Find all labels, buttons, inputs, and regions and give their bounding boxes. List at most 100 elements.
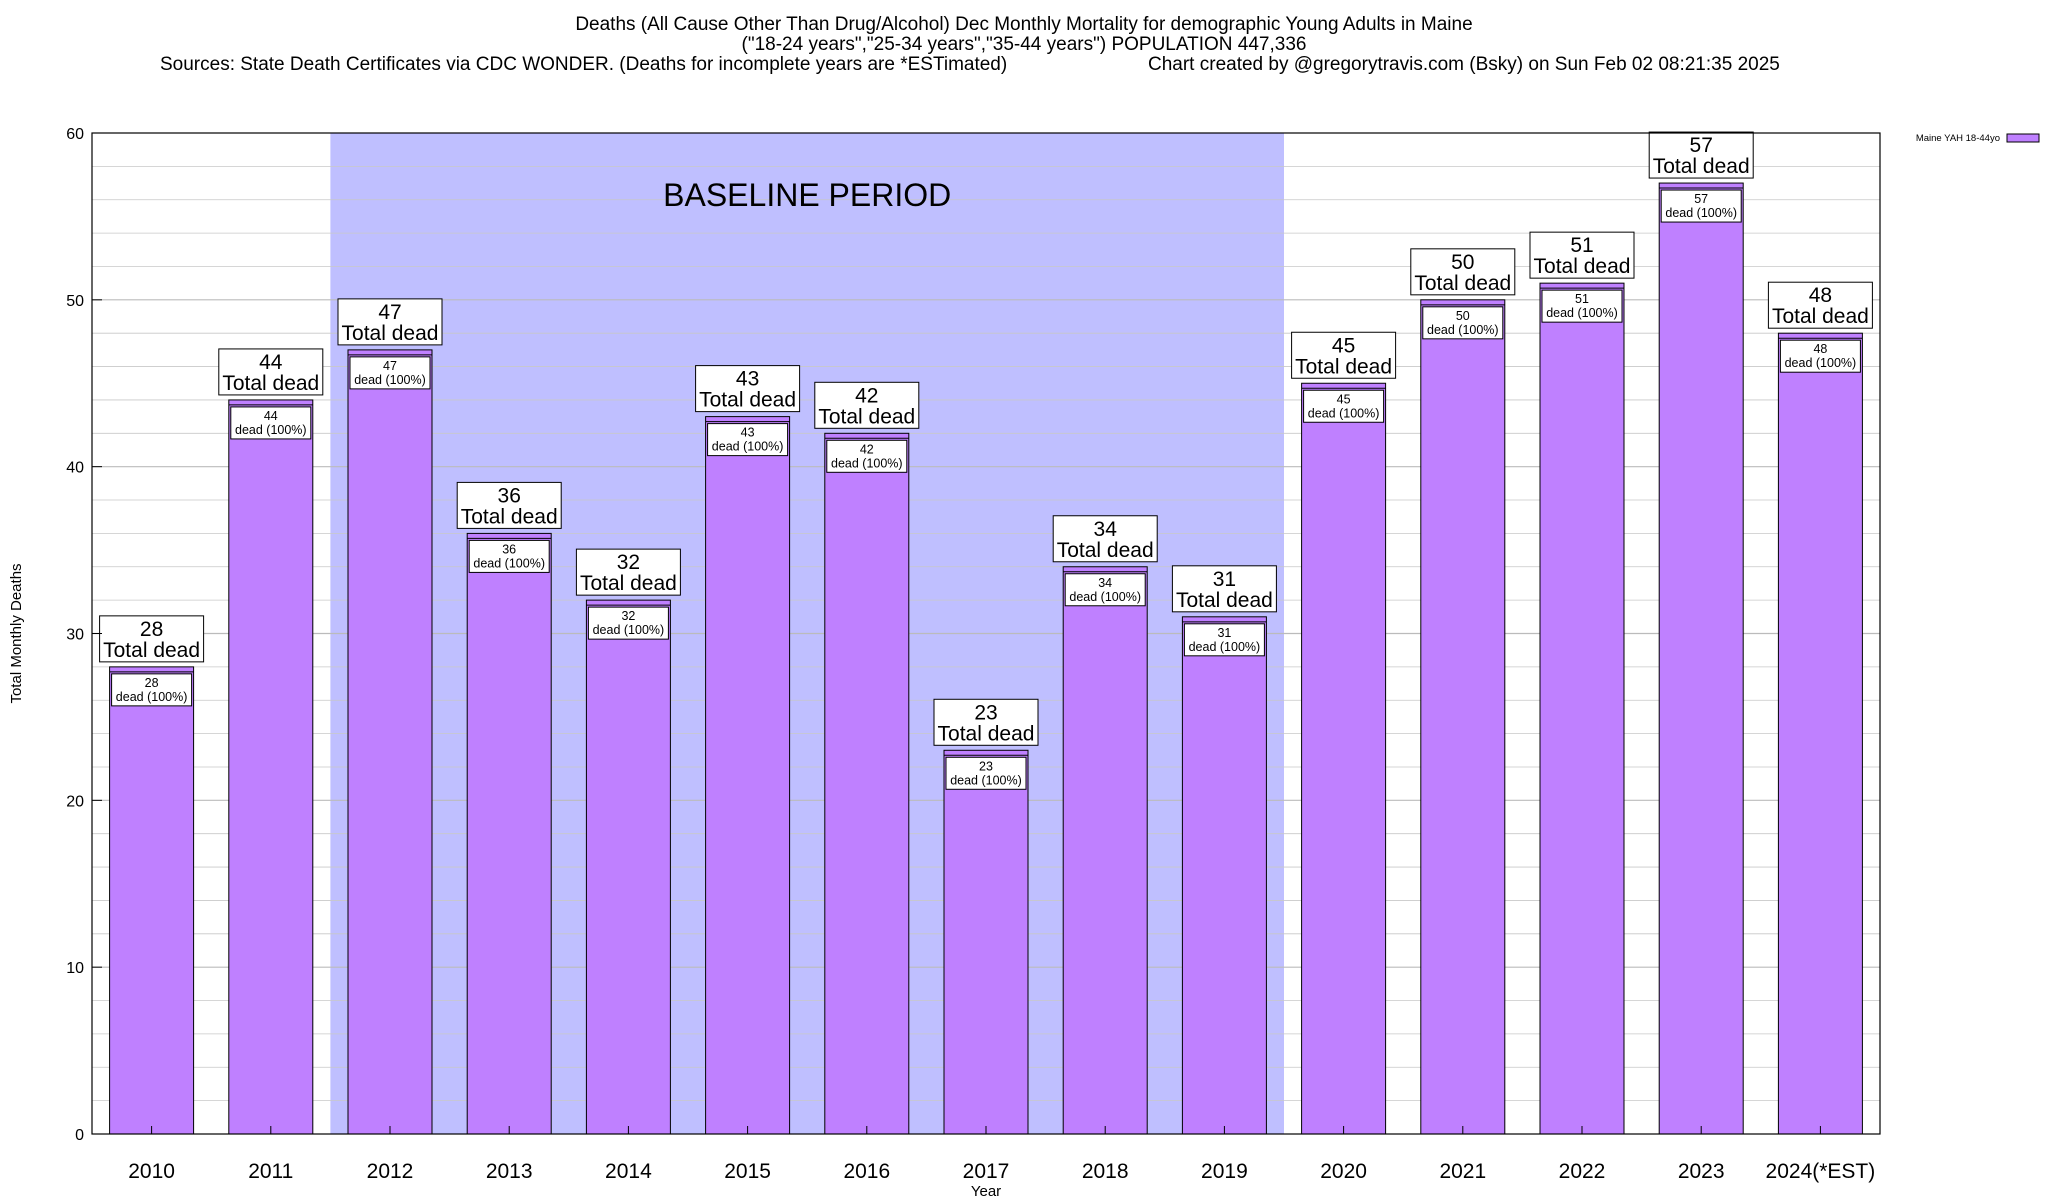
inner-label-text: dead (100%) <box>1069 590 1141 604</box>
x-tick-label: 2013 <box>486 1160 533 1183</box>
inner-label-box <box>826 439 908 473</box>
inner-label-value: 34 <box>1098 576 1112 590</box>
bar-2013 <box>466 532 552 1135</box>
baseline-period-label: BASELINE PERIOD <box>663 177 951 213</box>
y-tick-label: 30 <box>66 627 84 644</box>
chart-sources: Sources: State Death Certificates via CD… <box>160 54 1008 75</box>
inner-label-box <box>230 406 312 440</box>
bar-2018 <box>1062 566 1148 1135</box>
inner-label-box <box>945 756 1027 790</box>
x-tick-label: 2018 <box>1082 1160 1129 1183</box>
total-label-value: 32 <box>617 551 640 574</box>
inner-label-text: dead (100%) <box>1665 206 1737 220</box>
inner-label-value: 50 <box>1456 309 1470 323</box>
inner-label-text: dead (100%) <box>1546 306 1618 320</box>
inner-label-text: dead (100%) <box>235 423 307 437</box>
inner-label-text: dead (100%) <box>473 556 545 570</box>
total-label-value: 51 <box>1570 234 1593 257</box>
legend-label: Maine YAH 18-44yo <box>1916 133 2000 144</box>
x-tick-label: 2011 <box>248 1160 293 1183</box>
inner-label-text: dead (100%) <box>712 440 784 454</box>
inner-label-box <box>1660 189 1742 223</box>
total-label-value: 43 <box>736 368 759 391</box>
inner-label-value: 45 <box>1337 392 1351 406</box>
inner-label-value: 42 <box>860 442 874 456</box>
bar-2024(*EST) <box>1777 332 1863 1135</box>
total-label-value: 28 <box>140 618 163 641</box>
x-tick-label: 2024(*EST) <box>1766 1160 1876 1183</box>
total-label-box <box>1648 131 1754 179</box>
total-label-value: 36 <box>498 484 521 507</box>
total-label-text: Total dead <box>1534 255 1631 278</box>
x-tick-label: 2012 <box>367 1160 414 1183</box>
inner-label-value: 47 <box>383 359 397 373</box>
inner-label-box <box>349 356 431 390</box>
inner-label-text: dead (100%) <box>1785 356 1857 370</box>
x-tick-label: 2019 <box>1201 1160 1248 1183</box>
bar-2014 <box>585 599 671 1135</box>
inner-label-box <box>1064 573 1146 607</box>
total-label-value: 31 <box>1213 568 1236 591</box>
total-label-value: 42 <box>855 384 878 407</box>
total-label-value: 50 <box>1451 251 1474 274</box>
inner-label-value: 57 <box>1694 192 1708 206</box>
inner-label-text: dead (100%) <box>1189 640 1261 654</box>
total-label-box <box>1410 248 1516 296</box>
inner-label-box <box>1183 623 1265 657</box>
inner-label-text: dead (100%) <box>950 773 1022 787</box>
bar-2011 <box>228 399 314 1135</box>
bar-2017 <box>943 749 1029 1135</box>
total-label-text: Total dead <box>1414 272 1511 295</box>
inner-label-value: 44 <box>264 409 278 423</box>
inner-label-box <box>1422 306 1504 340</box>
y-tick-label: 10 <box>66 960 84 977</box>
bar-2012 <box>347 349 433 1135</box>
total-label-box <box>933 698 1039 746</box>
total-label-text: Total dead <box>1772 305 1869 328</box>
inner-label-value: 36 <box>502 542 516 556</box>
total-label-text: Total dead <box>222 372 319 395</box>
total-label-text: Total dead <box>1295 355 1392 378</box>
inner-label-value: 51 <box>1575 292 1589 306</box>
total-label-text: Total dead <box>461 505 558 528</box>
total-label-text: Total dead <box>103 639 200 662</box>
total-label-box <box>218 348 324 396</box>
total-label-box <box>1767 281 1873 329</box>
total-label-box <box>695 365 801 413</box>
inner-label-value: 31 <box>1217 626 1231 640</box>
x-tick-label: 2015 <box>724 1160 771 1183</box>
total-label-box <box>1052 515 1158 563</box>
total-label-text: Total dead <box>699 389 796 412</box>
bar-2022 <box>1539 282 1625 1135</box>
y-tick-label: 60 <box>66 126 84 143</box>
inner-label-text: dead (100%) <box>831 456 903 470</box>
x-tick-label: 2021 <box>1439 1160 1486 1183</box>
total-label-box <box>456 481 562 529</box>
bar-2010 <box>109 666 195 1135</box>
total-label-text: Total dead <box>342 322 439 345</box>
legend-swatch <box>2006 133 2040 143</box>
inner-label-box <box>111 673 193 707</box>
y-tick-label: 50 <box>66 293 84 310</box>
total-label-value: 23 <box>974 701 997 724</box>
total-label-box <box>575 548 681 596</box>
total-label-text: Total dead <box>818 405 915 428</box>
total-label-value: 44 <box>259 351 283 374</box>
total-label-box <box>1529 231 1635 279</box>
bar-2020 <box>1301 382 1387 1135</box>
chart-credit: Chart created by @gregorytravis.com (Bsk… <box>1148 54 1780 75</box>
y-axis-label: Total Monthly Deaths <box>8 563 25 703</box>
inner-label-box <box>1303 389 1385 423</box>
inner-label-text: dead (100%) <box>354 373 426 387</box>
inner-label-text: dead (100%) <box>1427 323 1499 337</box>
x-tick-label: 2020 <box>1320 1160 1367 1183</box>
chart-title-line2: ("18-24 years","25-34 years","35-44 year… <box>741 34 1307 55</box>
bar-2023 <box>1658 182 1744 1135</box>
total-label-value: 34 <box>1094 518 1118 541</box>
inner-label-text: dead (100%) <box>1308 406 1380 420</box>
x-tick-label: 2016 <box>843 1160 890 1183</box>
inner-label-box <box>1779 339 1861 373</box>
total-label-value: 48 <box>1809 284 1832 307</box>
inner-label-box <box>1541 289 1623 323</box>
